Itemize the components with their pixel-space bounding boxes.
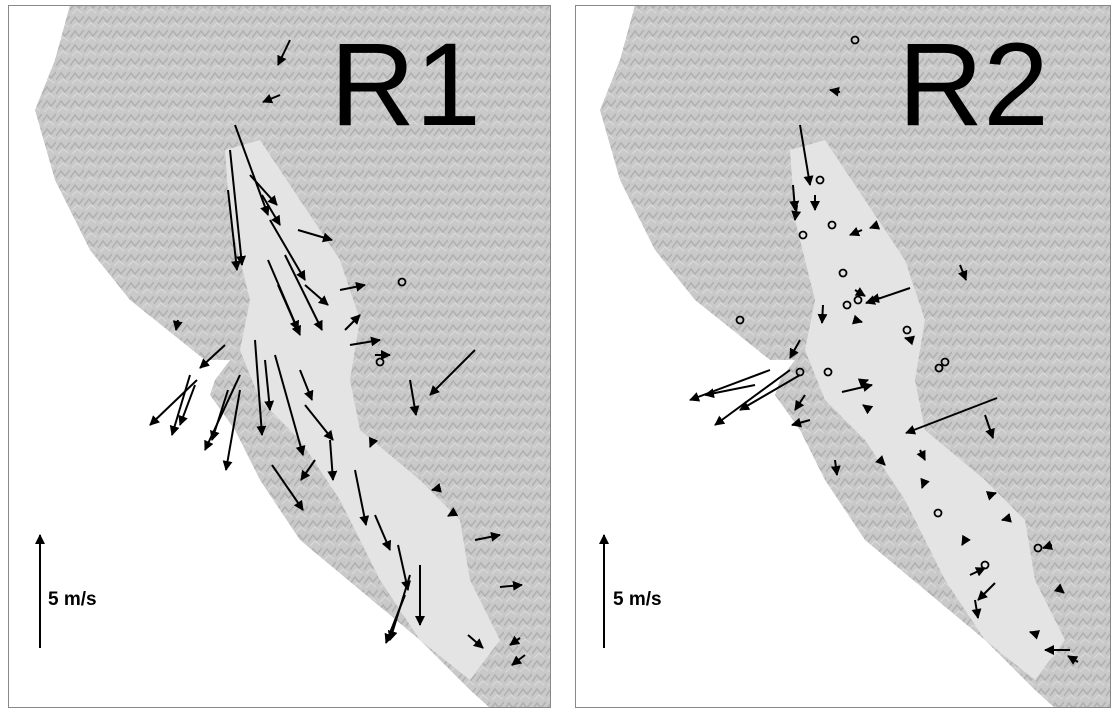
panel-label: R2 [898,19,1049,151]
figure: R1 R2 5 m/s 5 m/s [0,0,1111,716]
panel-label: R1 [330,19,481,151]
scale-label: 5 m/s [48,589,97,610]
scale-label: 5 m/s [613,589,662,610]
wind-vector [822,305,823,323]
page: {"panels": [{"label": "R1", "scale_label… [0,0,1111,716]
